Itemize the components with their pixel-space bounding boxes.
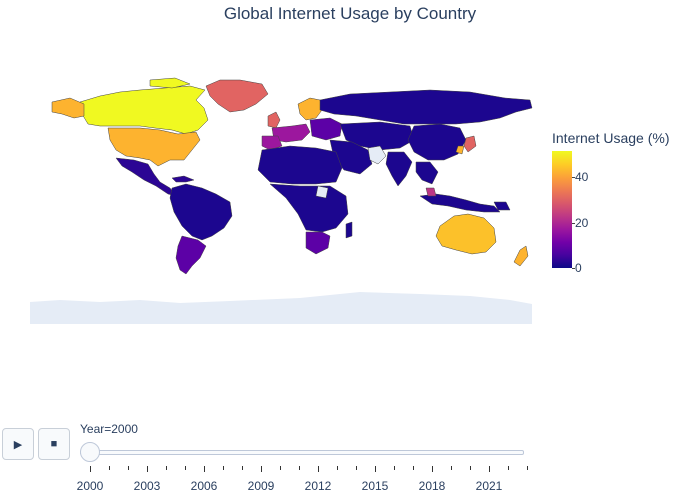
papua[interactable] <box>493 201 511 211</box>
country-china[interactable] <box>407 123 467 161</box>
slider-tick <box>261 466 262 472</box>
eastern-europe[interactable] <box>309 117 343 141</box>
colorbar-tick-40: 40 <box>571 170 589 184</box>
slider-tick-label-2009[interactable]: 2009 <box>247 479 275 493</box>
country-canada[interactable] <box>79 85 209 135</box>
slider-tick <box>109 466 110 470</box>
country-usa-alaska[interactable] <box>51 97 85 119</box>
slider-tick <box>299 466 300 470</box>
country-new-zealand[interactable] <box>513 245 529 267</box>
slider-tick-label-2006[interactable]: 2006 <box>190 479 218 493</box>
slider-tick <box>489 466 490 472</box>
slider-tick <box>185 466 186 470</box>
slider-tick <box>337 466 338 470</box>
canada-islands[interactable] <box>149 77 191 89</box>
colorbar-tick-0: 0 <box>572 261 582 275</box>
indonesia[interactable] <box>419 193 501 213</box>
slider-tick <box>413 466 414 470</box>
slider-tick <box>166 466 167 470</box>
slider-tick-label-2012[interactable]: 2012 <box>304 479 332 493</box>
colorbar <box>552 151 572 268</box>
chart-title: Global Internet Usage by Country <box>223 4 477 23</box>
slider-tick <box>223 466 224 470</box>
slider-tick <box>451 466 452 470</box>
north-africa[interactable] <box>257 145 343 185</box>
southern-africa[interactable] <box>305 231 331 255</box>
slider-tick-label-2015[interactable]: 2015 <box>361 479 389 493</box>
country-india[interactable] <box>385 151 413 187</box>
country-russia[interactable] <box>319 89 533 125</box>
colorbar-title: Internet Usage (%) <box>552 130 670 146</box>
country-australia[interactable] <box>435 213 497 255</box>
slider-tick <box>356 466 357 470</box>
country-malaysia[interactable] <box>425 187 437 197</box>
slider-current-label: Year=2000 <box>80 422 138 436</box>
slider-handle[interactable] <box>80 442 100 462</box>
slider-tick <box>432 466 433 472</box>
country-greenland[interactable] <box>205 79 269 113</box>
slider-tick <box>318 466 319 472</box>
slider-rail[interactable] <box>80 450 524 455</box>
country-usa[interactable] <box>107 127 201 167</box>
central-africa[interactable] <box>269 183 349 233</box>
slider-tick <box>147 466 148 472</box>
country-argentina-chile[interactable] <box>175 235 207 275</box>
play-button[interactable]: ▶ <box>2 428 34 460</box>
stop-button[interactable]: ■ <box>38 428 70 460</box>
southeast-asia[interactable] <box>415 161 439 185</box>
country-japan[interactable] <box>463 135 477 153</box>
slider-tick <box>470 466 471 470</box>
caribbean[interactable] <box>171 175 195 183</box>
slider-tick <box>394 466 395 470</box>
slider-tick-label-2000[interactable]: 2000 <box>76 479 104 493</box>
slider-tick <box>204 466 205 472</box>
country-uk[interactable] <box>267 111 281 129</box>
slider-tick <box>508 466 509 470</box>
antarctica[interactable] <box>30 292 532 324</box>
country-korea[interactable] <box>455 145 465 155</box>
south-america-north[interactable] <box>169 183 233 241</box>
no-data-region[interactable] <box>367 145 387 165</box>
colorbar-tick-20: 20 <box>571 216 589 230</box>
slider-tick <box>242 466 243 470</box>
slider-tick <box>527 466 528 470</box>
slider-tick-label-2003[interactable]: 2003 <box>133 479 161 493</box>
slider-tick-label-2018[interactable]: 2018 <box>418 479 446 493</box>
scandinavia[interactable] <box>297 97 323 121</box>
slider-tick <box>280 466 281 470</box>
slider-tick-label-2021[interactable]: 2021 <box>475 479 503 493</box>
no-data-region-africa[interactable] <box>315 185 329 199</box>
country-mexico[interactable] <box>115 157 177 197</box>
country-madagascar[interactable] <box>345 221 353 239</box>
slider-tick <box>375 466 376 472</box>
slider-tick <box>90 466 91 472</box>
slider-tick <box>128 466 129 470</box>
